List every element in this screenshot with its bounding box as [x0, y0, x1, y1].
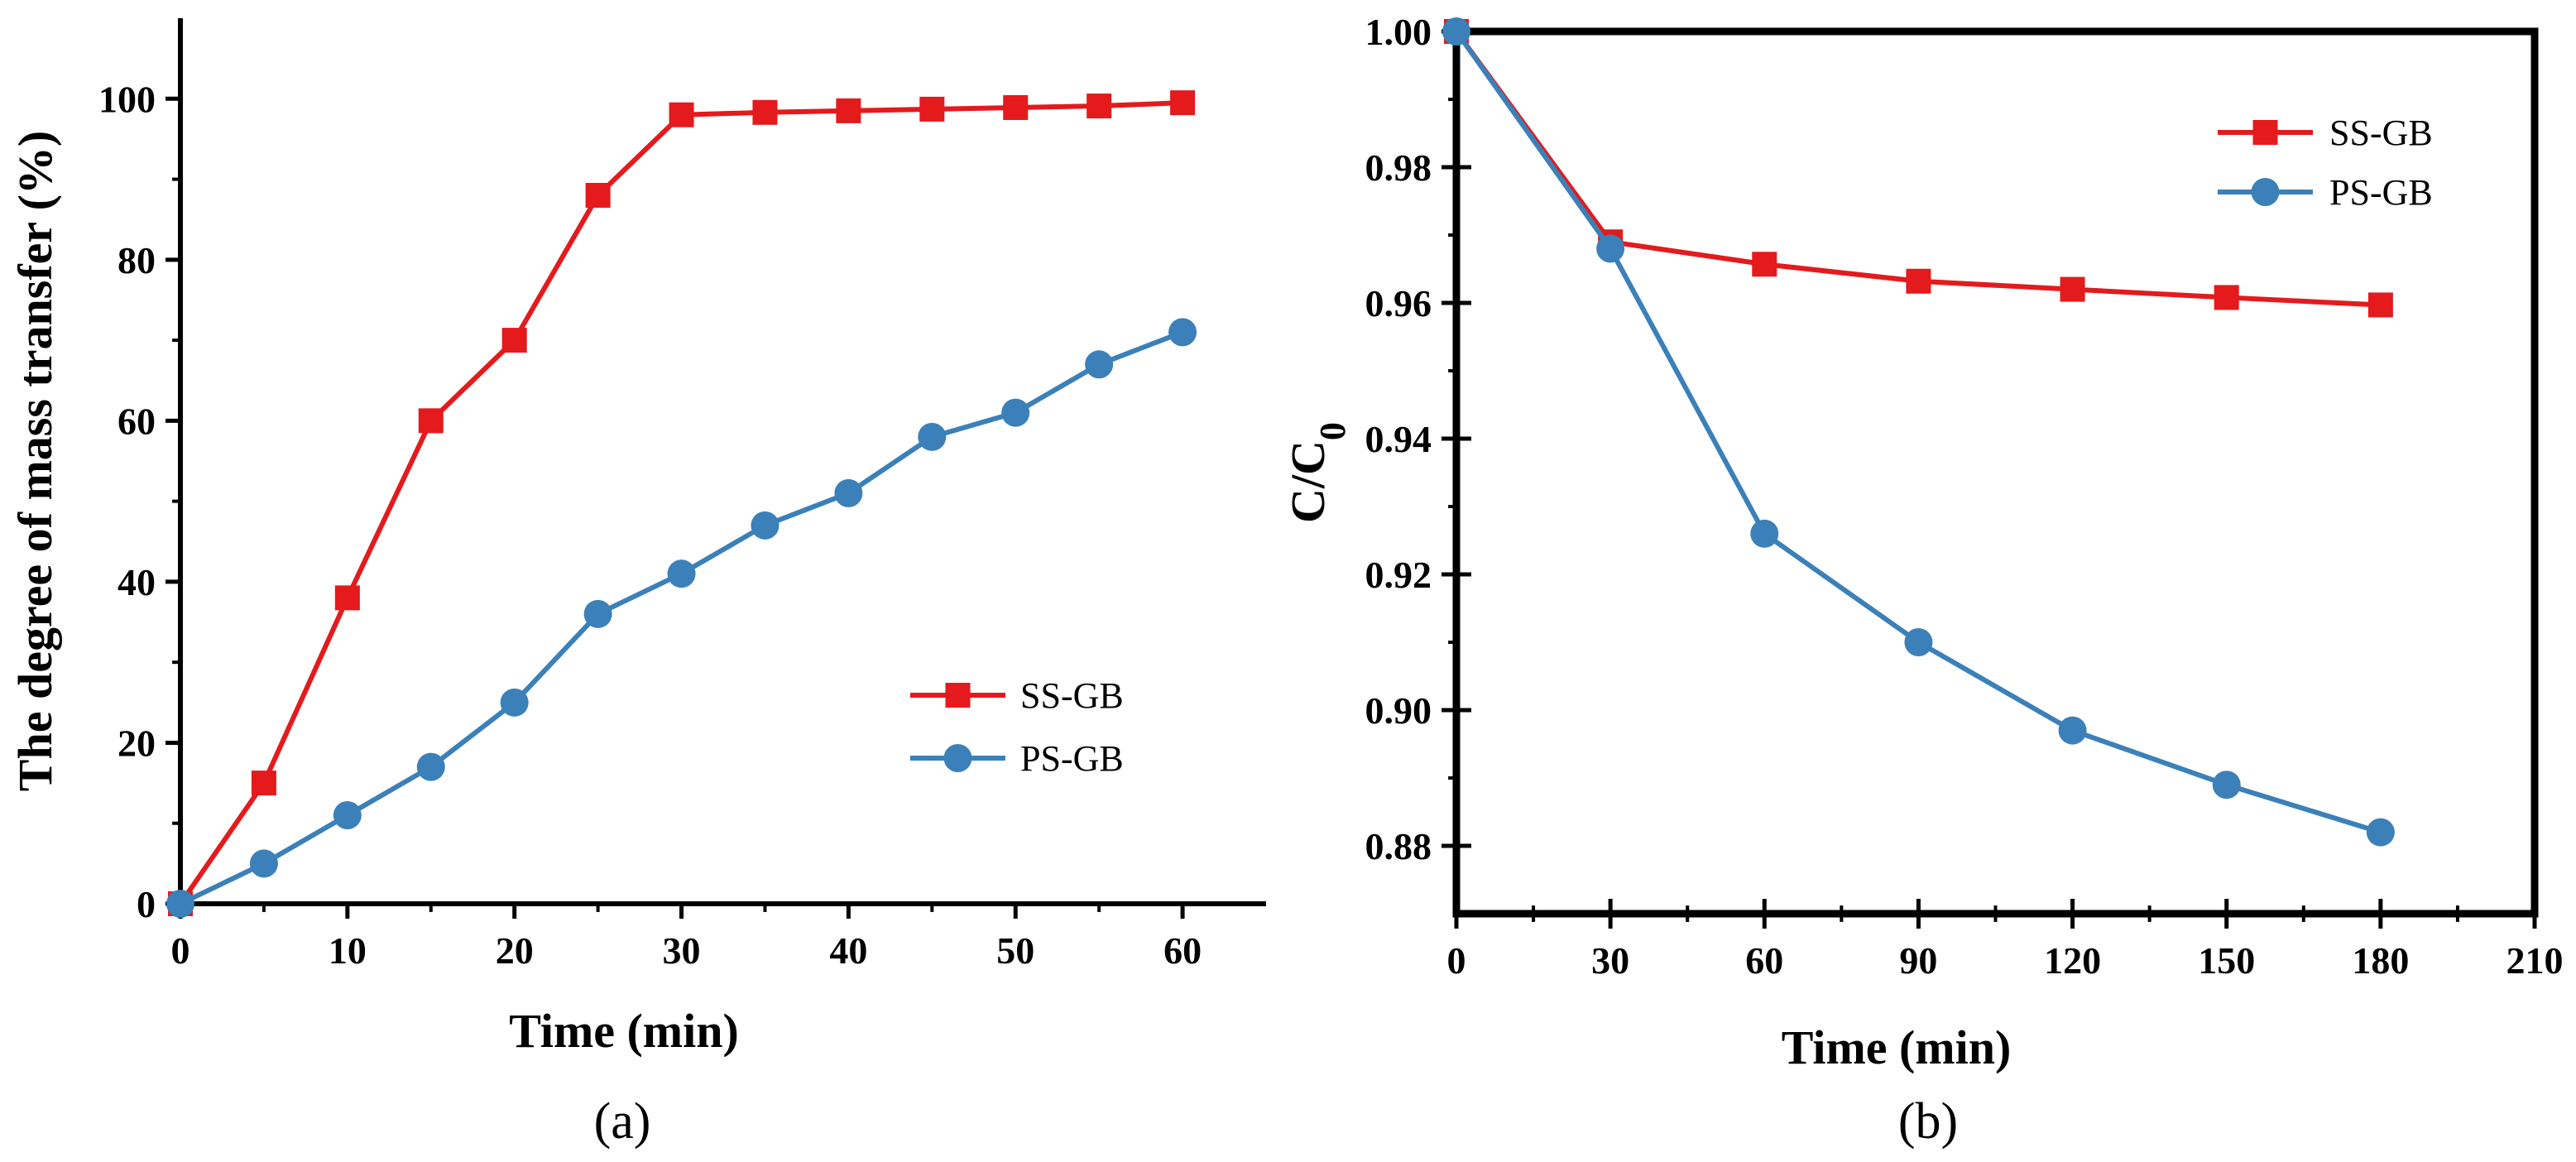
series-line-ss-gb [178, 100, 1183, 905]
plot-frame [1452, 27, 2539, 918]
data-point-ss-gb [1170, 90, 1196, 116]
legend-label-ss-gb: SS-GB [1020, 675, 1124, 716]
data-point-ss-gb [1003, 94, 1029, 120]
x-axis-title: Time (min) [509, 1004, 739, 1058]
y-axis-title-text: C/C [1281, 440, 1335, 523]
x-tick-label: 210 [2506, 939, 2564, 982]
y-tick-label: 0.98 [1365, 146, 1432, 189]
data-point-ps-gb [2366, 818, 2395, 847]
data-point-ss-gb [1087, 94, 1112, 119]
y-tick-label: 20 [118, 722, 156, 764]
data-point-ps-gb [1596, 234, 1625, 263]
data-point-ss-gb [418, 408, 444, 434]
x-tick-label: 10 [329, 929, 367, 972]
data-point-ps-gb [2058, 716, 2087, 745]
y-tick-label: 0.96 [1365, 282, 1432, 324]
panel-label: (b) [1898, 1093, 1958, 1150]
series-line-ps-gb [179, 329, 1184, 906]
series-line-ss-gb [1454, 30, 2382, 308]
panel-label: (a) [594, 1093, 651, 1150]
data-point-ss-gb [1752, 252, 1777, 277]
x-tick-label: 0 [1447, 939, 1466, 982]
x-tick-label: 120 [2044, 939, 2101, 982]
x-tick-label: 50 [996, 929, 1034, 972]
y-tick-label: 1.00 [1365, 11, 1432, 53]
x-tick-label: 30 [663, 929, 701, 972]
x-tick-label: 30 [1591, 939, 1629, 982]
y-tick-label: 0.88 [1365, 825, 1432, 867]
y-tick-label: 0.90 [1365, 689, 1432, 732]
y-tick-label: 0.92 [1365, 554, 1432, 596]
data-point-ps-gb [166, 890, 194, 918]
data-point-ps-gb [2212, 771, 2241, 799]
x-tick-label: 0 [171, 929, 190, 972]
legend-label-ps-gb: PS-GB [2329, 172, 2433, 213]
data-point-ss-gb [669, 102, 694, 127]
x-tick-label: 40 [829, 929, 867, 972]
legend-marker-ps-gb [2251, 178, 2280, 206]
data-point-ss-gb [836, 98, 861, 123]
data-point-ss-gb [2367, 292, 2393, 318]
data-point-ps-gb [1442, 17, 1470, 46]
y-tick-label: 80 [118, 239, 156, 281]
data-point-ss-gb [251, 771, 276, 796]
legend-marker-ss-gb [2252, 120, 2278, 145]
legend-marker-ss-gb [945, 683, 971, 708]
y-axis-title-subscript: 0 [1312, 422, 1353, 440]
data-point-ps-gb [416, 752, 445, 781]
data-point-ps-gb [1085, 350, 1114, 379]
data-point-ps-gb [1904, 628, 1933, 656]
data-point-ss-gb [501, 328, 527, 353]
x-tick-label: 90 [1899, 939, 1937, 982]
panel-a-chart: 0 10 20 30 40 50 60 0 20 40 60 80 100 Time (min) The d… [8, 18, 1266, 1150]
data-point-ss-gb [2214, 285, 2239, 310]
legend-marker-ps-gb [943, 744, 972, 772]
data-point-ps-gb [667, 559, 696, 588]
data-point-ss-gb [1906, 268, 1931, 294]
data-point-ps-gb [834, 478, 863, 507]
x-tick-label: 60 [1745, 939, 1783, 982]
x-tick-label: 20 [496, 929, 534, 972]
x-tick-label: 60 [1163, 929, 1202, 972]
x-axis-title: Time (min) [1782, 1020, 2012, 1074]
data-point-ps-gb [249, 849, 278, 878]
panel-b-chart: 0 30 60 90 120 150 180 210 0.88 0.90 0.92 0.94 0.96 0… [1281, 11, 2564, 1150]
data-point-ps-gb [751, 511, 780, 540]
data-point-ps-gb [1001, 398, 1030, 427]
data-point-ps-gb [1168, 318, 1197, 347]
data-point-ss-gb [334, 585, 360, 611]
y-axis-title-text: The degree of mass transfer (%) [8, 131, 62, 791]
y-tick-label: 0 [137, 883, 156, 925]
data-point-ss-gb [585, 183, 611, 208]
data-point-ps-gb [500, 688, 529, 717]
data-point-ps-gb [1750, 519, 1779, 548]
y-tick-label: 60 [118, 400, 156, 442]
y-tick-label: 0.94 [1365, 418, 1432, 460]
data-point-ss-gb [919, 96, 945, 122]
legend-label-ss-gb: SS-GB [2329, 113, 2433, 153]
data-point-ss-gb [2060, 276, 2085, 302]
series-line-ps-gb [1454, 30, 2382, 835]
x-tick-label: 150 [2198, 939, 2255, 982]
y-tick-label: 100 [98, 78, 156, 120]
data-point-ps-gb [583, 599, 612, 628]
data-point-ss-gb [752, 99, 778, 125]
y-axis-title: The degree of mass transfer (%) [8, 131, 62, 791]
x-tick-label: 180 [2352, 939, 2409, 982]
y-tick-label: 40 [118, 561, 156, 603]
data-point-ps-gb [333, 801, 362, 829]
data-point-ps-gb [918, 422, 947, 451]
y-axis-title: C/C0 [1281, 422, 1353, 523]
legend-label-ps-gb: PS-GB [1020, 738, 1124, 779]
